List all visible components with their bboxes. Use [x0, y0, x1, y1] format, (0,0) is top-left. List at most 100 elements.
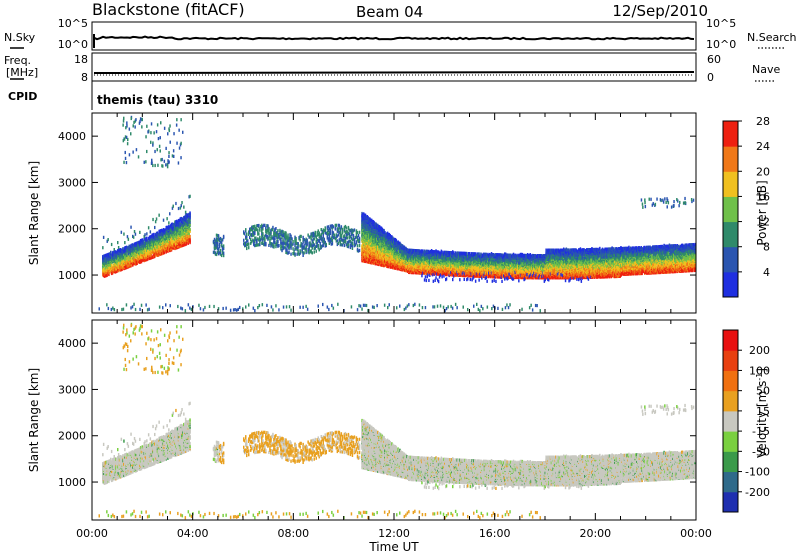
power-echo-cell	[130, 132, 131, 135]
power-echo-cell	[111, 243, 112, 246]
power-echo-cell	[139, 122, 140, 125]
power-echo-cell	[152, 164, 153, 167]
power-echo-cell	[146, 125, 147, 128]
power-echo-cell	[189, 235, 190, 238]
power-echo-cell	[173, 132, 174, 135]
power-echo-cell	[146, 150, 147, 153]
power-echo-cell	[132, 151, 133, 154]
freq-label-2: [MHz]	[6, 66, 38, 79]
power-echo-cell	[125, 126, 126, 129]
power-echo-cell	[339, 224, 340, 227]
power-echo-cell	[180, 142, 181, 145]
power-echo-cell	[135, 233, 136, 236]
power-echo-cell	[181, 201, 182, 204]
power-echo-cell	[333, 225, 334, 228]
power-echo-cell	[349, 232, 350, 235]
power-echo-cell	[275, 227, 276, 230]
power-echo-cell	[117, 241, 118, 244]
power-echo-cell	[124, 241, 125, 244]
power-echo-cell	[428, 279, 429, 282]
power-echo-cell	[268, 227, 269, 230]
power-echo-cell	[176, 124, 177, 127]
power-echo-cell	[178, 161, 179, 164]
power-echo-cell	[189, 211, 190, 214]
power-echo-cell	[128, 238, 129, 241]
power-echo-cell	[127, 138, 128, 141]
power-echo-cell	[166, 217, 167, 220]
power-echo-cell	[425, 275, 426, 278]
beam-title: Beam 04	[356, 3, 423, 21]
cpid-value: themis (tau) 3310	[97, 93, 218, 107]
power-echo-cell	[107, 238, 108, 241]
power-echo-cell	[258, 232, 259, 235]
power-echo-cell	[134, 125, 135, 128]
power-echo-cell	[247, 239, 248, 242]
power-echo-cell	[312, 251, 313, 254]
power-echo-cell	[189, 228, 190, 231]
power-echo-cell	[169, 212, 170, 215]
power-echo-cell	[295, 237, 296, 240]
power-echo-cell	[133, 236, 134, 239]
power-echo-cell	[168, 127, 169, 130]
power-echo-cell	[157, 148, 158, 151]
power-echo-cell	[346, 226, 347, 229]
power-echo-cell	[146, 232, 147, 235]
power-echo-cell	[246, 247, 247, 250]
power-echo-cell	[127, 142, 128, 145]
power-echo-cell	[129, 153, 130, 156]
power-echo-cell	[303, 251, 304, 254]
power-echo-cell	[145, 160, 146, 163]
power-echo-cell	[272, 226, 273, 229]
power-echo-cell	[156, 217, 157, 220]
power-echo-cell	[278, 244, 279, 247]
power-echo-cell	[314, 251, 315, 254]
power-echo-cell	[164, 127, 165, 130]
power-echo-cell	[121, 231, 122, 234]
power-echo-cell	[334, 234, 335, 237]
power-echo-cell	[277, 229, 278, 232]
power-echo-cell	[157, 123, 158, 126]
power-echo-cell	[164, 160, 165, 163]
power-echo-cell	[319, 231, 320, 234]
power-echo-cell	[316, 250, 317, 253]
power-echo-cell	[287, 234, 288, 237]
power-echo-cell	[359, 237, 360, 240]
power-echo-cell	[274, 237, 275, 240]
power-echo-cell	[181, 204, 182, 207]
power-echo-cell	[159, 145, 160, 148]
power-echo-cell	[139, 231, 140, 234]
power-echo-cell	[153, 131, 154, 134]
power-echo-cell	[136, 148, 137, 151]
power-echo-cell	[189, 238, 190, 241]
power-echo-cell	[145, 135, 146, 138]
power-echo-cell	[102, 246, 103, 249]
power-echo-cell	[273, 244, 274, 247]
power-echo-cell	[154, 226, 155, 229]
power-echo-cell	[294, 252, 295, 255]
power-echo-cell	[150, 141, 151, 144]
power-echo-cell	[324, 238, 325, 241]
power-echo-cell	[189, 195, 190, 198]
power-echo-cell	[223, 244, 224, 247]
cpid-panel: CPID themis (tau) 3310	[8, 81, 218, 110]
power-echo-cell	[336, 224, 337, 227]
power-echo-cell	[165, 147, 166, 150]
power-echo-cell	[172, 154, 173, 157]
power-echo-cell	[147, 130, 148, 133]
power-echo-cell	[243, 239, 244, 242]
power-echo-cell	[357, 231, 358, 234]
power-echo-cell	[167, 159, 168, 162]
power-echo-cell	[314, 237, 315, 240]
power-echo-cell	[433, 280, 434, 283]
power-echo-cell	[144, 233, 145, 236]
power-echo-cell	[168, 221, 169, 224]
power-echo-cell	[122, 124, 123, 127]
power-echo-cell	[178, 129, 179, 132]
power-echo-cell	[248, 246, 249, 249]
power-echo-cell	[282, 239, 283, 242]
power-echo-cell	[179, 147, 180, 150]
power-echo-cell	[277, 240, 278, 243]
noise-search-label: N.Search	[747, 31, 797, 44]
